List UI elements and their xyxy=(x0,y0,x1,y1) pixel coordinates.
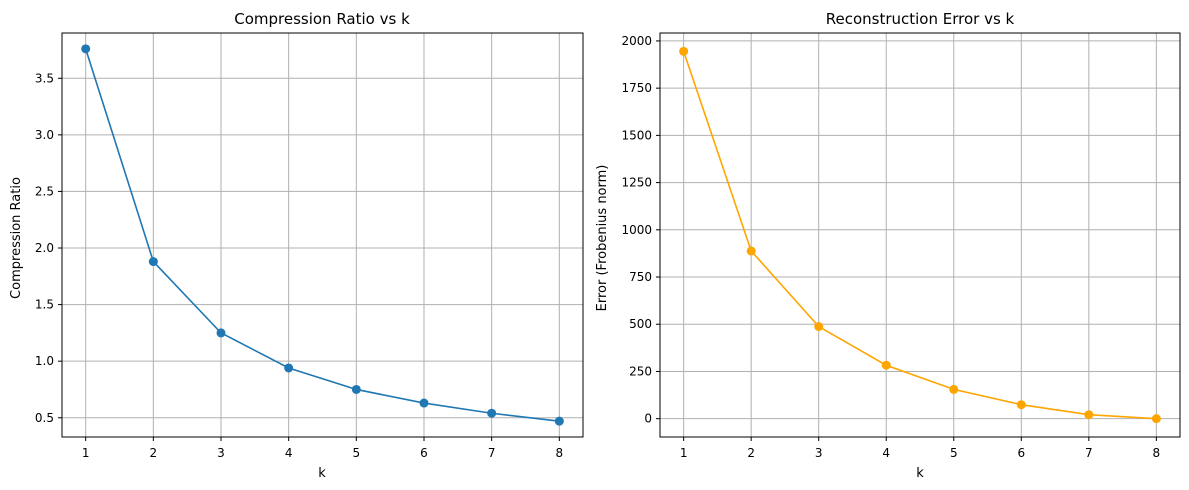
y-tick-label: 500 xyxy=(629,317,652,331)
reconstruction-error-panel: Reconstruction Error vs k k Error (Frobe… xyxy=(595,10,1181,481)
y-tick-label: 2000 xyxy=(621,34,652,48)
x-tick-label: 8 xyxy=(1153,446,1161,460)
y-tick-label: 1750 xyxy=(621,81,652,95)
x-tick-label: 6 xyxy=(1017,446,1025,460)
data-point xyxy=(949,384,959,394)
x-axis-label: k xyxy=(916,466,924,481)
x-tick-label: 7 xyxy=(488,446,496,460)
plot-frame xyxy=(61,32,584,438)
data-point xyxy=(1151,414,1161,424)
y-tick-label: 1000 xyxy=(621,223,652,237)
data-point xyxy=(487,408,497,418)
x-tick-label: 1 xyxy=(82,446,90,460)
x-tick-label: 2 xyxy=(150,446,158,460)
x-tick-label: 5 xyxy=(353,446,361,460)
x-tick-label: 5 xyxy=(950,446,958,460)
y-axis-label: Compression Ratio xyxy=(9,177,24,299)
x-axis-label: k xyxy=(318,466,326,481)
y-tick-label: 750 xyxy=(629,270,652,284)
x-tick-label: 3 xyxy=(815,446,823,460)
x-tick-label: 2 xyxy=(747,446,755,460)
data-point xyxy=(216,328,226,338)
y-tick-label: 3.0 xyxy=(35,128,54,142)
compression-ratio-panel: Compression Ratio vs k k Compression Rat… xyxy=(9,10,584,481)
data-point xyxy=(881,360,891,370)
data-point xyxy=(554,416,564,426)
x-tick-label: 7 xyxy=(1085,446,1093,460)
series-line xyxy=(682,51,1157,420)
x-tick-label: 8 xyxy=(555,446,563,460)
y-tick-label: 1500 xyxy=(621,128,652,142)
chart-title: Compression Ratio vs k xyxy=(234,10,410,28)
x-tick-label: 6 xyxy=(420,446,428,460)
y-tick-label: 2.0 xyxy=(35,241,54,255)
data-point xyxy=(148,257,158,267)
data-point xyxy=(1084,410,1094,420)
y-tick-label: 0 xyxy=(644,412,652,426)
x-tick-label: 4 xyxy=(882,446,890,460)
data-point xyxy=(284,363,294,373)
data-point xyxy=(419,398,429,408)
y-tick-label: 2.5 xyxy=(35,184,54,198)
chart-title: Reconstruction Error vs k xyxy=(826,10,1015,28)
x-tick-label: 4 xyxy=(285,446,293,460)
data-point xyxy=(679,46,689,56)
plot-frame xyxy=(659,32,1181,438)
data-point xyxy=(1016,400,1026,410)
y-tick-label: 0.5 xyxy=(35,411,54,425)
series-line xyxy=(84,48,560,422)
y-tick-label: 1.5 xyxy=(35,298,54,312)
y-tick-label: 3.5 xyxy=(35,71,54,85)
x-tick-label: 1 xyxy=(680,446,688,460)
y-tick-label: 1.0 xyxy=(35,354,54,368)
data-point xyxy=(351,384,361,394)
data-point xyxy=(814,322,824,332)
x-tick-label: 3 xyxy=(217,446,225,460)
y-axis-label: Error (Frobenius norm) xyxy=(595,165,610,312)
y-tick-label: 250 xyxy=(629,364,652,378)
data-point xyxy=(746,246,756,256)
y-tick-label: 1250 xyxy=(621,176,652,190)
data-point xyxy=(81,44,91,54)
